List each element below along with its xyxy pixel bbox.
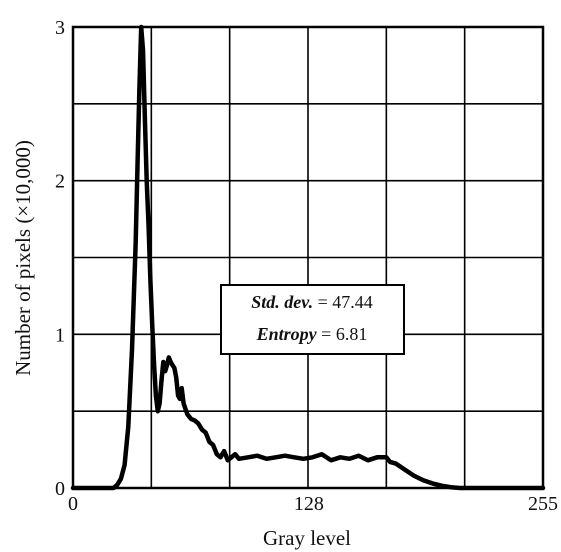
y-tick-label: 0 [55,478,65,500]
y-axis-label: Number of pixels (×10,000) [11,140,35,376]
annotation-box [220,284,405,355]
std-dev-equals: = [313,292,332,312]
x-tick-label: 0 [68,493,78,515]
tick-labels: 0 128 255 0 1 2 3 [55,17,558,515]
plot-frame [71,25,545,490]
stats-annotation: Std. dev. = 47.44 Entropy = 6.81 [220,284,405,355]
std-dev-key: Std. dev. [251,292,313,312]
y-tick-label: 2 [55,171,65,193]
entropy-key: Entropy [256,324,318,344]
x-axis-label: Gray level [263,526,351,550]
entropy-equals: = [317,324,336,344]
std-dev-label: Std. dev. = 47.44 [251,292,372,312]
x-tick-label: 255 [528,493,558,515]
x-tick-label: 128 [294,493,324,515]
entropy-value: 6.81 [336,324,368,344]
std-dev-value: 47.44 [332,292,373,312]
y-tick-label: 3 [55,17,65,39]
y-tick-label: 1 [55,324,65,346]
entropy-label: Entropy = 6.81 [256,324,368,344]
histogram-line [70,24,546,491]
